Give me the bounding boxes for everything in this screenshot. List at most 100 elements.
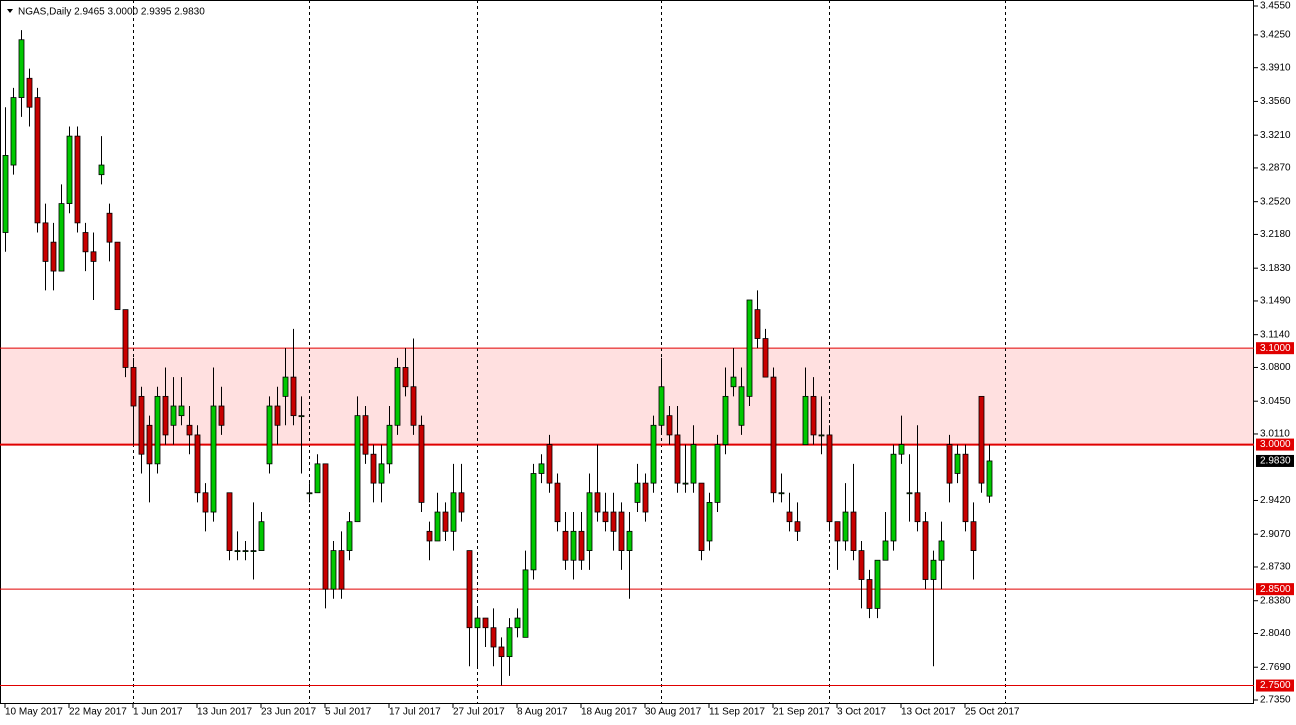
candle-down (186, 424, 193, 436)
candle-up (282, 376, 289, 397)
candle-down (546, 444, 553, 484)
candle-down (786, 511, 793, 523)
y-tick-label: 3.3910 (1260, 62, 1291, 73)
candle-down (26, 77, 33, 108)
candle-up (842, 511, 849, 542)
candle-down (578, 530, 585, 561)
resistance-zone (0, 348, 1254, 445)
candle-up (306, 492, 313, 495)
candle-down (562, 530, 569, 561)
candle-down (202, 492, 209, 513)
candle-down (34, 97, 41, 224)
candle-up (394, 367, 401, 426)
candle-up (586, 492, 593, 551)
candle-down (130, 367, 137, 407)
candle-down (642, 482, 649, 513)
y-tick-label: 2.8730 (1260, 562, 1291, 573)
candle-up (474, 617, 481, 629)
candle-down (74, 135, 81, 224)
candle-up (378, 463, 385, 484)
candle-up (530, 473, 537, 571)
candle-down (602, 511, 609, 523)
candle-up (354, 415, 361, 523)
x-tick-label: 1 Jun 2017 (133, 707, 183, 718)
candle-up (170, 405, 177, 426)
y-tick-label: 3.0800 (1260, 362, 1291, 373)
x-tick-label: 5 Jul 2017 (325, 707, 372, 718)
candle-up (538, 463, 545, 474)
candle-up (706, 502, 713, 542)
candle-down (138, 395, 145, 455)
candle-down (42, 222, 49, 262)
candle-up (818, 434, 825, 437)
candle-up (298, 415, 305, 418)
candle-down (922, 521, 929, 580)
candle-down (554, 482, 561, 523)
x-tick-label: 30 Aug 2017 (645, 707, 702, 718)
candle-up (690, 444, 697, 484)
candle-down (610, 511, 617, 532)
chart-title: NGAS,Daily 2.9465 3.0000 2.9395 2.9830 (18, 7, 205, 18)
candle-up (154, 395, 161, 465)
x-tick-label: 11 Sep 2017 (709, 707, 765, 718)
y-tick-label: 3.1830 (1260, 263, 1291, 274)
candle-up (2, 155, 9, 233)
candle-up (386, 424, 393, 465)
candle-down (498, 646, 505, 658)
x-tick-label: 27 Jul 2017 (453, 707, 505, 718)
candle-down (370, 453, 377, 484)
last-price-box (1256, 454, 1294, 467)
candle-down (810, 395, 817, 436)
candle-down (146, 424, 153, 465)
candle-down (762, 338, 769, 378)
x-tick-label: 10 May 2017 (5, 707, 63, 718)
candle-down (106, 212, 113, 243)
candle-up (802, 395, 809, 445)
candle-up (434, 511, 441, 542)
candle-down (490, 627, 497, 648)
candle-down (218, 405, 225, 426)
candle-down (970, 521, 977, 551)
candle-up (98, 164, 105, 176)
candle-up (778, 492, 785, 495)
candle-up (234, 550, 241, 552)
candle-up (570, 530, 577, 561)
x-tick-label: 13 Jun 2017 (197, 707, 252, 718)
y-tick-label: 3.2520 (1260, 196, 1291, 207)
candle-down (794, 521, 801, 532)
candle-up (722, 395, 729, 445)
level-label-box (1256, 438, 1294, 451)
candle-down (122, 309, 129, 368)
level-label-box (1256, 679, 1294, 692)
y-tick-label: 3.3210 (1260, 130, 1291, 141)
y-tick-label: 3.0450 (1260, 396, 1291, 407)
candle-down (770, 376, 777, 494)
candle-down (162, 395, 169, 436)
candle-up (314, 463, 321, 494)
y-tick-label: 2.7690 (1260, 662, 1291, 673)
candle-down (362, 415, 369, 455)
candle-up (890, 453, 897, 542)
y-tick-label: 3.4250 (1260, 30, 1291, 41)
candle-up (938, 540, 945, 561)
candle-up (714, 444, 721, 503)
candle-down (914, 492, 921, 523)
candle-down (50, 241, 57, 272)
y-tick-label: 3.1490 (1260, 296, 1291, 307)
candle-down (666, 415, 673, 436)
candle-down (946, 444, 953, 484)
candle-up (330, 550, 337, 590)
level-label: 3.1000 (1260, 343, 1291, 354)
candle-down (426, 530, 433, 542)
candle-up (250, 550, 257, 552)
candle-down (82, 232, 89, 253)
level-label-box (1256, 342, 1294, 355)
candle-up (58, 203, 65, 272)
candle-up (66, 135, 73, 204)
candle-up (626, 530, 633, 551)
candle-up (650, 424, 657, 484)
candle-down (698, 482, 705, 551)
x-tick-label: 13 Oct 2017 (901, 707, 956, 718)
candle-down (338, 550, 345, 590)
